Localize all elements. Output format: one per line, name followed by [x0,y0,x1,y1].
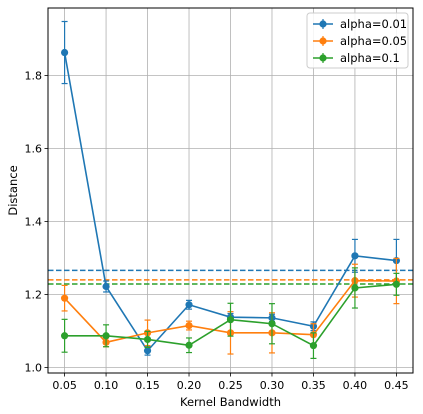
y-axis-label: Distance [6,165,20,215]
x-axis-ticks: 0.05 0.10 0.15 0.20 0.25 0.30 0.35 0.40 0.45 [52,373,409,392]
data-point [143,347,152,355]
data-point [309,342,318,350]
x-tick-label: 0.45 [384,379,409,392]
legend-marker [319,37,327,45]
x-tick-label: 0.20 [177,379,202,392]
data-point [351,252,359,260]
x-tick-label: 0.25 [218,379,243,392]
y-tick-label: 1.0 [25,362,43,375]
data-point [392,280,401,288]
x-axis-label: Kernel Bandwidth [180,395,281,409]
legend-label: alpha=0.01 [340,17,407,31]
x-tick-label: 0.05 [52,379,77,392]
legend-entry-2: alpha=0.05 [313,34,407,48]
legend-marker [319,20,327,28]
legend-entry-3: alpha=0.1 [313,51,400,65]
y-tick-label: 1.8 [25,70,43,83]
legend-entry-1: alpha=0.01 [313,17,407,31]
series-3 [60,267,401,359]
gridlines [48,8,413,373]
data-point [102,332,110,340]
data-point [185,301,193,309]
y-tick-label: 1.6 [25,143,43,156]
data-point [60,294,69,302]
x-tick-label: 0.10 [94,379,119,392]
x-tick-label: 0.15 [135,379,160,392]
legend-box [306,12,409,69]
x-tick-label: 0.35 [301,379,326,392]
data-point [226,316,235,324]
y-axis-ticks: 1.0 1.2 1.4 1.6 1.8 [25,70,48,375]
data-point [60,48,69,57]
data-point [351,284,359,292]
x-tick-label: 0.40 [343,379,368,392]
legend-label: alpha=0.05 [340,34,407,48]
data-point [185,341,193,349]
data-point [268,320,276,328]
legend: alpha=0.01 alpha=0.05 alpha=0.1 [306,12,409,69]
y-tick-label: 1.2 [25,289,43,302]
legend-label: alpha=0.1 [340,51,400,65]
y-tick-label: 1.4 [25,216,43,229]
data-series [60,20,401,359]
x-tick-label: 0.30 [260,379,285,392]
data-point [143,335,152,344]
data-point [185,321,193,330]
data-point [102,282,110,291]
data-point [60,332,69,340]
legend-marker [319,54,327,62]
